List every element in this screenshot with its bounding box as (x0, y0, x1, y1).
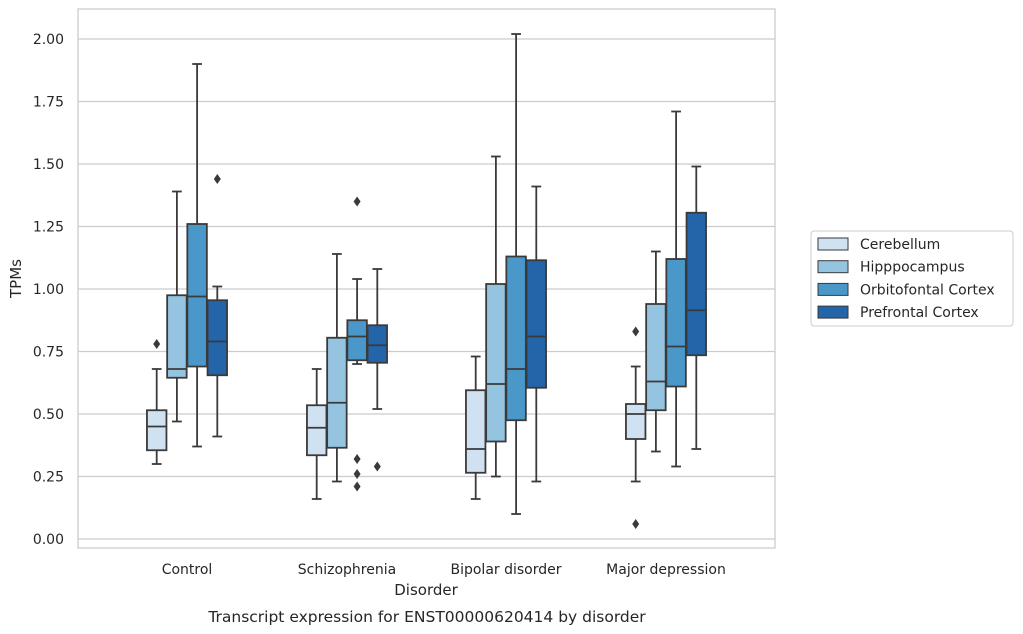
iqr-box (505, 255, 527, 422)
legend-label: Prefrontal Cortex (860, 305, 979, 321)
x-tick-label: Major depression (606, 562, 726, 578)
x-tick-label: Control (162, 562, 213, 578)
box-hipppocampus (645, 250, 667, 453)
outlier-point (353, 469, 361, 479)
box-orbitofontal-cortex (505, 33, 527, 515)
y-tick-label: 0.75 (33, 345, 64, 361)
legend-swatch (817, 237, 849, 251)
boxes (146, 33, 707, 529)
outlier-point (353, 196, 361, 207)
box-prefrontal-cortex (685, 165, 707, 450)
iqr-box (685, 211, 707, 357)
y-tick-label: 0.25 (33, 470, 64, 486)
outlier-point (632, 326, 640, 337)
iqr-box (525, 259, 547, 389)
iqr-box (146, 409, 168, 452)
y-tick-label: 1.50 (33, 157, 64, 173)
iqr-box (206, 299, 228, 377)
iqr-box (465, 389, 487, 474)
iqr-box (346, 319, 368, 362)
legend-label: Cerebellum (860, 237, 940, 253)
y-axis-label: TPMs (7, 259, 25, 299)
box-prefrontal-cortex (206, 174, 228, 438)
iqr-box (306, 404, 328, 457)
box-cerebellum (306, 368, 328, 500)
chart-caption: Transcript expression for ENST0000062041… (207, 608, 646, 626)
y-tick-label: 2.00 (33, 32, 64, 48)
legend-swatch (817, 305, 849, 319)
legend: Cerebellum Hipppocampus Orbitofontal Corte… (810, 230, 1014, 327)
iqr-box (326, 336, 348, 449)
iqr-box (366, 324, 388, 364)
iqr-box (665, 258, 687, 388)
iqr-box (186, 223, 208, 368)
box-orbitofontal-cortex (346, 196, 368, 492)
iqr-box (625, 403, 647, 440)
box-hipppocampus (326, 253, 348, 483)
box-orbitofontal-cortex (186, 63, 208, 448)
box-prefrontal-cortex (366, 268, 388, 472)
outlier-point (353, 481, 361, 492)
x-axis-ticks: Control Schizophrenia Bipolar disorder Majo… (162, 562, 726, 578)
y-tick-label: 0.50 (33, 407, 64, 423)
box-cerebellum (465, 355, 487, 500)
y-tick-label: 1.00 (33, 282, 64, 298)
x-tick-label: Schizophrenia (298, 562, 396, 578)
legend-label: Orbitofontal Cortex (860, 282, 995, 298)
outlier-point (353, 454, 361, 464)
x-axis-label: Disorder (394, 581, 458, 599)
box-prefrontal-cortex (525, 185, 547, 483)
y-tick-label: 0.00 (33, 532, 64, 548)
x-tick-label: Bipolar disorder (450, 562, 561, 578)
box-cerebellum (146, 339, 168, 465)
y-axis-ticks: 0.00 0.25 0.50 0.75 1.00 1.25 1.50 1.75 2.00 (33, 32, 64, 548)
iqr-box (485, 283, 507, 443)
legend-swatch (817, 260, 849, 274)
y-tick-label: 1.75 (33, 95, 64, 111)
box-cerebellum (625, 326, 647, 529)
box-hipppocampus (485, 155, 507, 478)
box-orbitofontal-cortex (665, 110, 687, 468)
legend-swatch (817, 282, 849, 296)
outlier-point (632, 519, 640, 529)
legend-label: Hipppocampus (860, 260, 965, 276)
outlier-point (153, 339, 161, 349)
outlier-point (213, 174, 221, 184)
iqr-box (166, 294, 188, 379)
plot-area-frame (77, 8, 776, 549)
legend-frame (810, 230, 1014, 327)
iqr-box (645, 303, 667, 412)
outlier-point (373, 461, 381, 472)
y-tick-label: 1.25 (33, 220, 64, 236)
